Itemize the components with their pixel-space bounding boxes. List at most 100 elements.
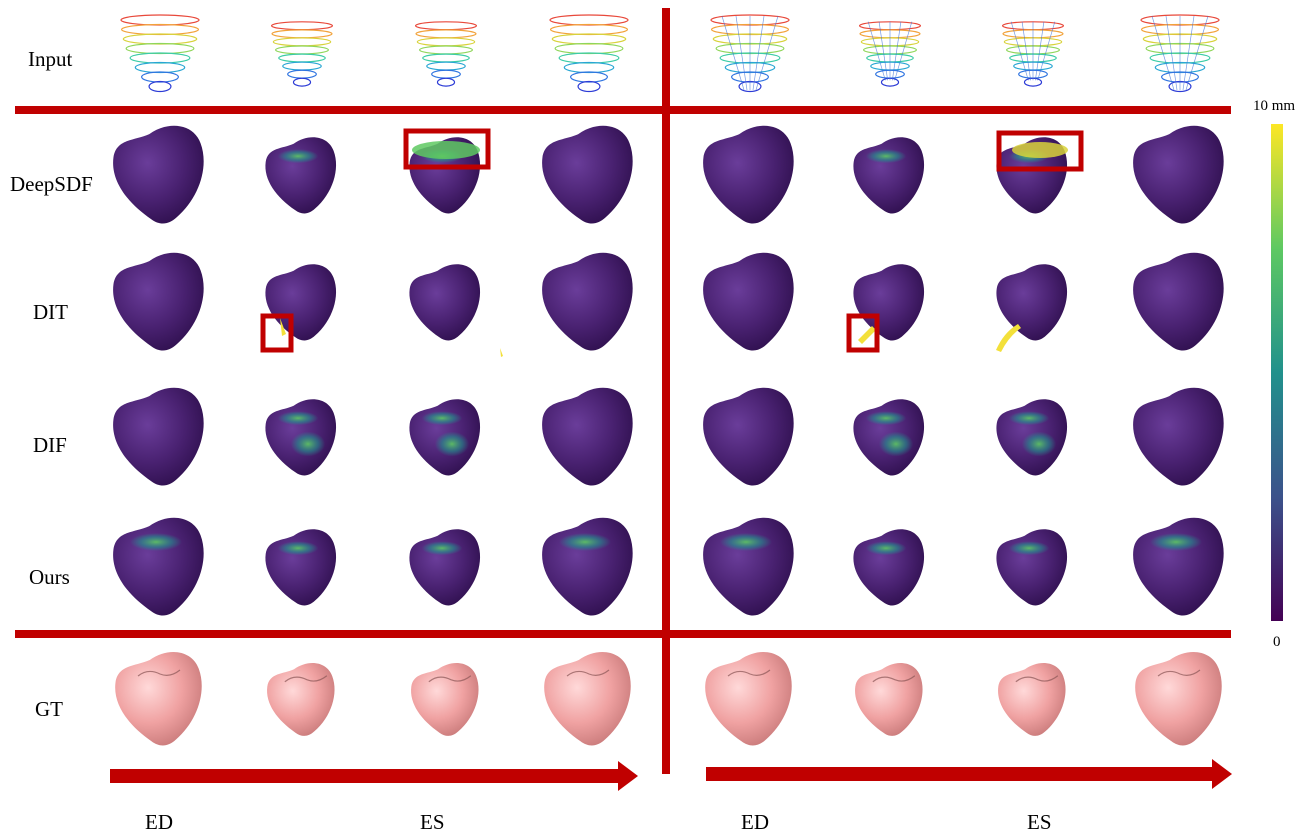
- error-hotspot: [434, 431, 470, 457]
- error-heart-surface: [996, 529, 1068, 606]
- cell-ours-5: [703, 517, 794, 616]
- cell-deepsdf-2: [265, 137, 337, 214]
- contour-ring: [416, 37, 476, 47]
- contour-longitude: [1165, 15, 1178, 91]
- cell-dit-7: [996, 264, 1068, 341]
- contour-ring: [134, 61, 186, 74]
- contour-ring: [278, 53, 326, 63]
- artifact-sliver: [858, 326, 876, 344]
- cell-dif-6: [853, 399, 925, 476]
- cell-dif-3: [409, 399, 481, 476]
- error-heart-surface: [1133, 387, 1224, 486]
- row-label-dif: DIF: [33, 433, 67, 457]
- arrow-shaft: [110, 769, 620, 783]
- error-hotspot: [1021, 431, 1057, 457]
- contour-ring: [419, 45, 473, 55]
- contour-ring: [275, 45, 329, 55]
- error-hotspot: [1150, 533, 1202, 551]
- error-hotspot: [421, 411, 463, 426]
- error-hotspot: [277, 149, 319, 164]
- contour-ring: [148, 80, 172, 93]
- arrow-shaft: [706, 767, 1214, 781]
- cell-gt-6: [855, 663, 923, 736]
- cell-dif-8: [1133, 387, 1224, 486]
- cell-dit-5: [703, 252, 794, 351]
- phase-label-es-left: ES: [420, 810, 445, 834]
- cell-gt-8: [1135, 652, 1222, 746]
- cell-dif-1: [113, 387, 204, 486]
- contour-ring: [122, 33, 198, 45]
- colorbar-gradient: [1271, 124, 1283, 621]
- contour-ring: [287, 69, 317, 79]
- contour-ring: [570, 71, 608, 83]
- gt-heart-surface: [705, 652, 792, 746]
- cell-dif-2: [265, 399, 337, 476]
- cell-deepsdf-6: [853, 137, 925, 214]
- row-label-input: Input: [28, 47, 73, 71]
- cell-dit-8: [1133, 252, 1224, 351]
- gt-rim-detail: [284, 675, 328, 683]
- timeline-arrows: [110, 759, 1232, 791]
- cell-gt-3: [411, 663, 479, 736]
- cell-deepsdf-5: [703, 125, 794, 224]
- gt-rim-detail: [137, 669, 181, 677]
- phase-label-ed-left: ED: [145, 810, 173, 834]
- arrow-right-group: [706, 759, 1232, 789]
- contour-ring: [282, 61, 322, 71]
- artifact-sliver: [280, 318, 286, 336]
- cell-ours-8: [1133, 517, 1224, 616]
- dit-artifacts: [280, 318, 1021, 357]
- error-hotspot: [720, 533, 772, 551]
- phase-label-es-right: ES: [1027, 810, 1052, 834]
- arrow-left-group: [110, 761, 638, 791]
- cell-gt-1: [115, 652, 202, 746]
- error-hotspot: [865, 541, 907, 556]
- contour-longitude: [735, 15, 748, 91]
- error-heart-surface: [542, 125, 633, 224]
- gt-heart-surface: [544, 652, 631, 746]
- contour-longitude: [752, 15, 765, 91]
- error-heart-surface: [853, 529, 925, 606]
- cell-input-4: [549, 14, 629, 93]
- gt-heart-surface: [998, 663, 1066, 736]
- contour-ring: [125, 42, 195, 55]
- contour-ring: [270, 21, 334, 31]
- contour-ring: [436, 77, 456, 87]
- cell-deepsdf-8: [1133, 125, 1224, 224]
- gt-heart-surface: [115, 652, 202, 746]
- contour-ring: [271, 29, 333, 39]
- cell-input-8: [1140, 14, 1220, 93]
- error-hotspot: [421, 541, 463, 556]
- artifact-rim: [1012, 142, 1068, 158]
- error-heart-surface: [996, 264, 1068, 341]
- error-hotspot: [277, 541, 319, 556]
- error-heart-surface: [409, 529, 481, 606]
- contour-ring: [554, 42, 624, 55]
- highlight-boxes: [260, 128, 1084, 353]
- cell-dit-3: [409, 264, 481, 341]
- artifact-rim: [412, 141, 480, 159]
- contour-ring: [431, 69, 461, 79]
- cell-dif-7: [996, 399, 1068, 476]
- contour-ring: [120, 23, 200, 36]
- gt-heart-surface: [267, 663, 335, 736]
- separator-top: [15, 106, 1231, 114]
- contour-longitude: [1151, 15, 1175, 91]
- highlight-box-1: [403, 128, 491, 170]
- cell-input-6: [858, 21, 922, 87]
- error-heart-surface: [853, 137, 925, 214]
- gt-rim-detail: [1015, 675, 1059, 683]
- row-label-ours: Ours: [29, 565, 70, 589]
- contour-ring: [141, 71, 179, 83]
- contour-longitude: [891, 21, 902, 81]
- error-heart-surface: [113, 252, 204, 351]
- row-label-deepsdf: DeepSDF: [10, 172, 93, 196]
- contour-ring: [292, 77, 312, 87]
- cell-dit-2: [265, 264, 337, 341]
- contour-ring: [414, 21, 478, 31]
- contour-longitude: [867, 21, 886, 81]
- cell-ours-7: [996, 529, 1068, 606]
- contour-ring: [558, 52, 620, 64]
